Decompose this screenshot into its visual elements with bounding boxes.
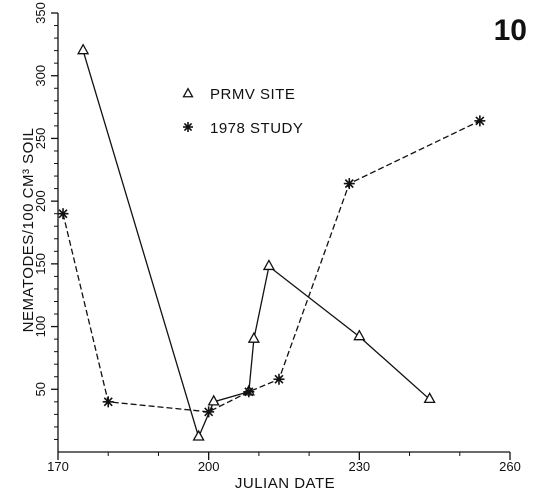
series-1978-study — [57, 115, 486, 418]
data-point-triangle — [423, 392, 436, 404]
data-point-asterisk — [57, 208, 69, 220]
y-tick-label: 300 — [33, 65, 48, 87]
legend-item: PRMV SITE — [182, 86, 295, 103]
y-tick-label: 200 — [33, 190, 48, 212]
x-axis-title: JULIAN DATE — [235, 475, 335, 492]
y-tick-label: 250 — [33, 128, 48, 150]
legend-marker-triangle — [182, 87, 194, 98]
series-prmv-site — [77, 43, 436, 441]
data-point-asterisk — [474, 115, 486, 127]
y-tick-label: 100 — [33, 316, 48, 338]
panel-number: 10 — [494, 14, 527, 47]
x-tick-label: 230 — [348, 459, 370, 474]
data-point-triangle — [192, 429, 205, 441]
x-tick-label: 260 — [499, 459, 521, 474]
legend-label: PRMV SITE — [210, 86, 295, 103]
y-axis-title: NEMATODES/100 CM³ SOIL — [20, 128, 37, 333]
data-point-asterisk — [343, 178, 355, 190]
data-point-triangle — [77, 43, 90, 55]
y-tick-label: 150 — [33, 253, 48, 275]
legend-item: 1978 STUDY — [183, 120, 303, 137]
axes — [57, 13, 510, 453]
data-point-asterisk — [243, 386, 255, 398]
x-tick-label: 170 — [47, 459, 69, 474]
ticks: 170 200 230 260 50 100 150 200 250 300 350 — [33, 2, 521, 474]
data-point-triangle — [207, 394, 220, 406]
data-point-triangle — [247, 331, 260, 343]
series — [57, 43, 486, 441]
y-tick-label: 50 — [33, 382, 48, 396]
data-point-triangle — [262, 259, 276, 271]
series-line — [82, 50, 431, 439]
data-point-asterisk — [102, 396, 114, 408]
data-point-triangle — [353, 329, 366, 341]
data-point-asterisk — [273, 373, 285, 385]
data-point-asterisk — [203, 406, 215, 418]
x-tick-label: 200 — [198, 459, 220, 474]
legend-marker-asterisk — [183, 122, 193, 132]
legend-label: 1978 STUDY — [210, 120, 303, 137]
y-tick-label: 350 — [33, 2, 48, 24]
legend: PRMV SITE 1978 STUDY — [182, 86, 303, 137]
